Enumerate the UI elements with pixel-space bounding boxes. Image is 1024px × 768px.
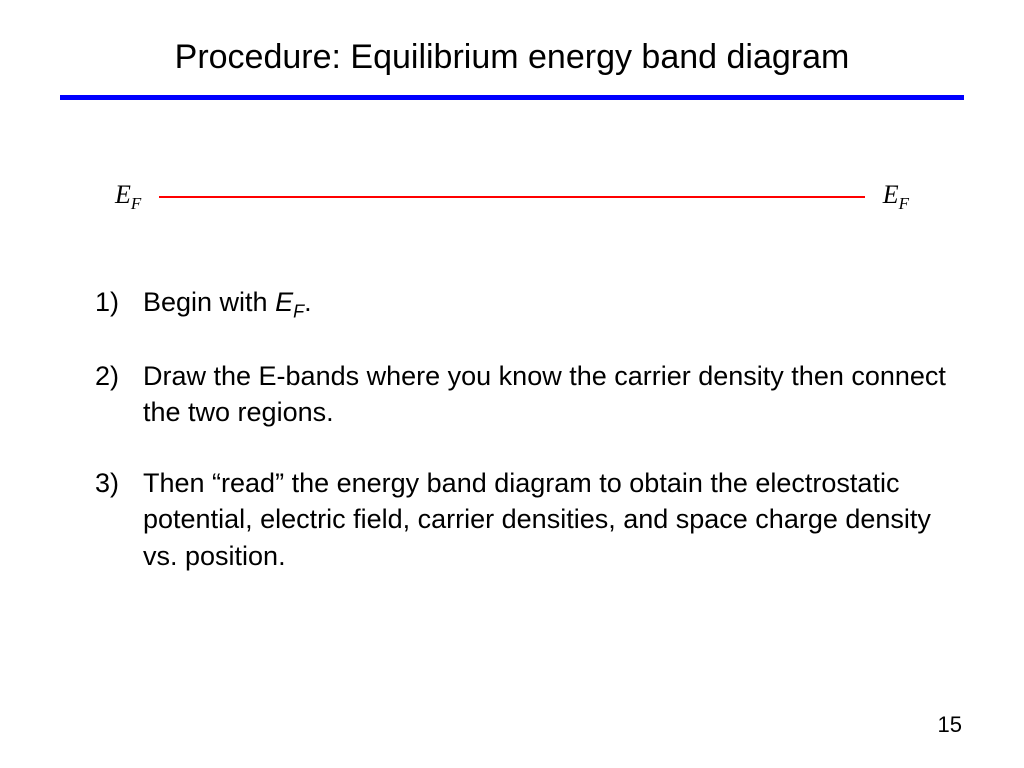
- slide-container: Procedure: Equilibrium energy band diagr…: [0, 0, 1024, 768]
- title-divider: [60, 95, 964, 100]
- fermi-level-diagram: EF EF: [60, 180, 964, 214]
- page-title: Procedure: Equilibrium energy band diagr…: [60, 38, 964, 77]
- step1-variable: EF: [275, 287, 304, 317]
- step-number-3: 3): [95, 465, 143, 574]
- fermi-label-right: EF: [883, 180, 909, 214]
- fermi-label-right-base: E: [883, 180, 899, 209]
- fermi-label-right-sub: F: [899, 194, 909, 213]
- list-item: 1) Begin with EF.: [95, 284, 964, 324]
- step-text-2: Draw the E-bands where you know the carr…: [143, 358, 964, 431]
- list-item: 2) Draw the E-bands where you know the c…: [95, 358, 964, 431]
- list-item: 3) Then “read” the energy band diagram t…: [95, 465, 964, 574]
- step1-prefix: Begin with: [143, 287, 275, 317]
- fermi-line: [159, 196, 864, 198]
- step-text-1: Begin with EF.: [143, 284, 964, 324]
- fermi-label-left-sub: F: [131, 194, 141, 213]
- fermi-label-left: EF: [115, 180, 141, 214]
- fermi-label-left-base: E: [115, 180, 131, 209]
- step-number-1: 1): [95, 284, 143, 324]
- procedure-steps-list: 1) Begin with EF. 2) Draw the E-bands wh…: [60, 284, 964, 574]
- step-number-2: 2): [95, 358, 143, 431]
- step-text-3: Then “read” the energy band diagram to o…: [143, 465, 964, 574]
- step1-suffix: .: [304, 287, 312, 317]
- page-number: 15: [938, 712, 962, 738]
